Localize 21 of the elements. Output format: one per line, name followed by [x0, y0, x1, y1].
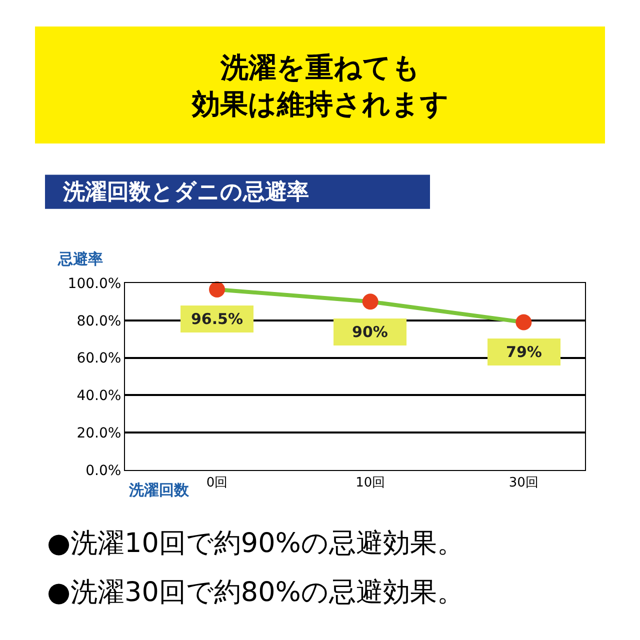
- x-tick-label: 10回: [356, 476, 386, 491]
- y-tick-label: 80.0%: [76, 313, 122, 330]
- y-tick-label: 60.0%: [76, 350, 122, 367]
- point: [516, 314, 532, 330]
- data-label: 96.5%: [190, 310, 244, 328]
- text: ●洗濯10回で約90%の忌避効果。: [47, 528, 464, 559]
- y-tick-label: 0.0%: [86, 463, 122, 480]
- y-axis-title: 忌避率: [57, 250, 103, 268]
- point: [209, 281, 225, 298]
- chart-subtitle: 洗濯回数とダニの忌避率: [62, 179, 309, 205]
- text: ●洗濯30回で約80%の忌避効果。: [47, 577, 464, 608]
- y-tick-label: 100.0%: [68, 276, 122, 292]
- point: [362, 294, 378, 310]
- y-tick-label: 20.0%: [76, 426, 122, 442]
- y-tick-label: 40.0%: [76, 388, 122, 404]
- data-label: 79%: [506, 343, 542, 361]
- x-tick-label: 30回: [508, 476, 538, 491]
- chart-title: 洗濯を重ねても効果は維持されます: [191, 51, 449, 120]
- x-axis-title: 洗濯回数: [128, 481, 190, 499]
- data-label: 90%: [352, 323, 388, 341]
- x-tick-label: 0回: [206, 476, 228, 491]
